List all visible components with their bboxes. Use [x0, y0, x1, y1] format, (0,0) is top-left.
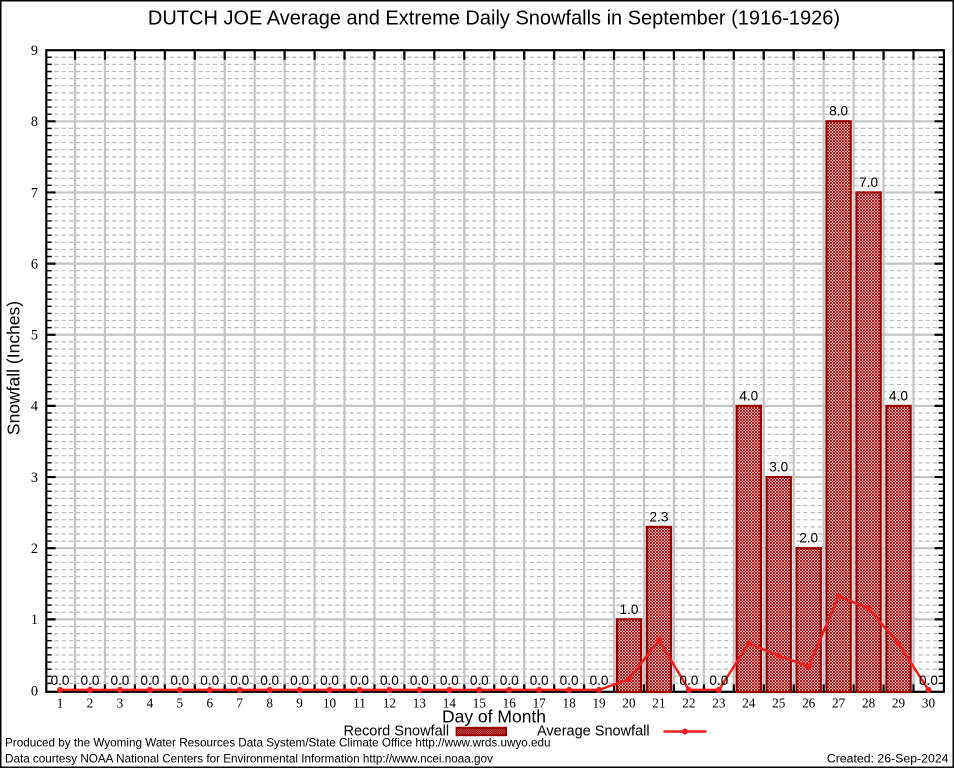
svg-text:7: 7: [31, 185, 38, 201]
svg-text:13: 13: [413, 696, 427, 711]
svg-text:0.0: 0.0: [320, 673, 339, 688]
svg-text:4: 4: [147, 696, 154, 711]
svg-text:Record Snowfall: Record Snowfall: [344, 724, 450, 740]
svg-text:8: 8: [266, 696, 273, 711]
svg-text:0.0: 0.0: [590, 673, 609, 688]
svg-text:0.0: 0.0: [500, 673, 519, 688]
svg-text:6: 6: [31, 256, 38, 272]
svg-text:0.0: 0.0: [170, 673, 189, 688]
svg-text:1: 1: [31, 612, 38, 628]
svg-text:20: 20: [622, 696, 636, 711]
svg-text:2.0: 2.0: [799, 531, 818, 546]
svg-text:Data courtesy NOAA National Ce: Data courtesy NOAA National Centers for …: [5, 753, 493, 766]
svg-text:24: 24: [742, 696, 756, 711]
svg-text:0.0: 0.0: [410, 673, 429, 688]
svg-text:15: 15: [473, 696, 487, 711]
svg-text:0.0: 0.0: [260, 673, 279, 688]
svg-text:0.0: 0.0: [380, 673, 399, 688]
svg-text:4: 4: [31, 399, 38, 415]
svg-text:17: 17: [533, 696, 547, 711]
svg-text:Average Snowfall: Average Snowfall: [537, 724, 650, 740]
svg-text:Created: 26-Sep-2024: Created: 26-Sep-2024: [827, 752, 949, 766]
svg-text:5: 5: [31, 328, 38, 344]
svg-text:7.0: 7.0: [859, 175, 878, 190]
svg-text:2: 2: [87, 696, 94, 711]
svg-text:3.0: 3.0: [769, 459, 788, 474]
svg-text:0: 0: [31, 683, 38, 699]
svg-text:0.0: 0.0: [290, 673, 309, 688]
svg-text:9: 9: [31, 43, 38, 59]
svg-text:0.0: 0.0: [470, 673, 489, 688]
svg-text:1.0: 1.0: [620, 602, 639, 617]
svg-text:27: 27: [832, 696, 846, 711]
svg-text:1: 1: [57, 696, 64, 711]
svg-text:16: 16: [503, 696, 517, 711]
svg-text:0.0: 0.0: [110, 673, 129, 688]
svg-text:4.0: 4.0: [889, 388, 908, 403]
svg-text:0.0: 0.0: [81, 673, 100, 688]
svg-text:22: 22: [682, 696, 695, 711]
svg-text:11: 11: [353, 696, 366, 711]
svg-text:14: 14: [443, 696, 457, 711]
svg-text:3: 3: [117, 696, 124, 711]
svg-text:0.0: 0.0: [679, 673, 698, 688]
svg-text:10: 10: [323, 696, 337, 711]
svg-text:23: 23: [712, 696, 726, 711]
svg-text:0.0: 0.0: [530, 673, 549, 688]
svg-text:25: 25: [772, 696, 786, 711]
svg-text:9: 9: [296, 696, 303, 711]
svg-text:DUTCH JOE Average and Extreme: DUTCH JOE Average and Extreme Daily Snow…: [148, 8, 840, 30]
svg-text:26: 26: [802, 696, 816, 711]
svg-text:7: 7: [236, 696, 243, 711]
svg-text:6: 6: [206, 696, 213, 711]
svg-text:18: 18: [563, 696, 577, 711]
svg-text:0.0: 0.0: [350, 673, 369, 688]
svg-text:4.0: 4.0: [739, 388, 758, 403]
svg-text:21: 21: [652, 696, 665, 711]
svg-text:19: 19: [592, 696, 606, 711]
svg-text:8.0: 8.0: [829, 104, 848, 119]
svg-text:30: 30: [922, 696, 936, 711]
svg-text:5: 5: [177, 696, 184, 711]
svg-text:Day of Month: Day of Month: [442, 706, 546, 726]
svg-text:12: 12: [383, 696, 396, 711]
svg-text:2: 2: [31, 541, 38, 557]
svg-text:Produced by the Wyoming Water: Produced by the Wyoming Water Resources …: [5, 737, 551, 750]
svg-text:28: 28: [862, 696, 876, 711]
svg-text:2.3: 2.3: [649, 509, 668, 524]
svg-text:0.0: 0.0: [140, 673, 159, 688]
svg-text:0.0: 0.0: [440, 673, 459, 688]
svg-text:0.0: 0.0: [919, 673, 938, 688]
svg-text:0.0: 0.0: [51, 673, 70, 688]
svg-text:0.0: 0.0: [230, 673, 249, 688]
svg-text:0.0: 0.0: [709, 673, 728, 688]
svg-text:Snowfall (Inches): Snowfall (Inches): [4, 301, 24, 435]
svg-text:0.0: 0.0: [560, 673, 579, 688]
svg-text:8: 8: [31, 114, 38, 130]
svg-text:29: 29: [892, 696, 906, 711]
svg-text:3: 3: [31, 470, 38, 486]
svg-text:0.0: 0.0: [200, 673, 219, 688]
